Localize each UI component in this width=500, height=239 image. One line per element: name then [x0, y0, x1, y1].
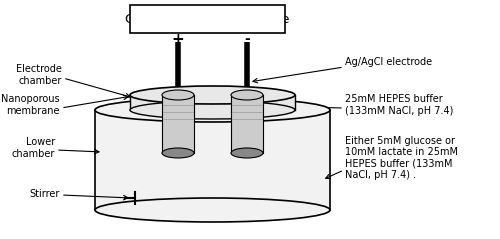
Text: Electrode
chamber: Electrode chamber	[16, 64, 62, 86]
Text: -: -	[244, 32, 250, 46]
Ellipse shape	[231, 148, 263, 158]
Ellipse shape	[162, 90, 194, 100]
Bar	[130, 95, 295, 110]
Bar	[162, 95, 194, 153]
Ellipse shape	[130, 86, 295, 104]
Text: +: +	[172, 32, 184, 47]
Ellipse shape	[130, 101, 295, 119]
Text: Lower
chamber: Lower chamber	[12, 137, 55, 159]
Ellipse shape	[162, 148, 194, 158]
Ellipse shape	[231, 90, 263, 100]
Text: Ag/AgCl electrode: Ag/AgCl electrode	[345, 57, 432, 67]
Ellipse shape	[95, 98, 330, 122]
Text: Either 5mM glucose or
10mM lactate in 25mM
HEPES buffer (133mM
NaCl, pH 7.4) .: Either 5mM glucose or 10mM lactate in 25…	[345, 136, 458, 180]
Text: Constant Current Source: Constant Current Source	[125, 12, 290, 26]
Bar	[231, 95, 263, 153]
Text: Stirrer: Stirrer	[30, 189, 60, 199]
Bar	[95, 110, 330, 210]
Text: Nanoporous
membrane: Nanoporous membrane	[2, 94, 60, 116]
Ellipse shape	[95, 198, 330, 222]
Bar	[130, 5, 285, 33]
Text: 25mM HEPES buffer
(133mM NaCl, pH 7.4): 25mM HEPES buffer (133mM NaCl, pH 7.4)	[345, 94, 454, 116]
